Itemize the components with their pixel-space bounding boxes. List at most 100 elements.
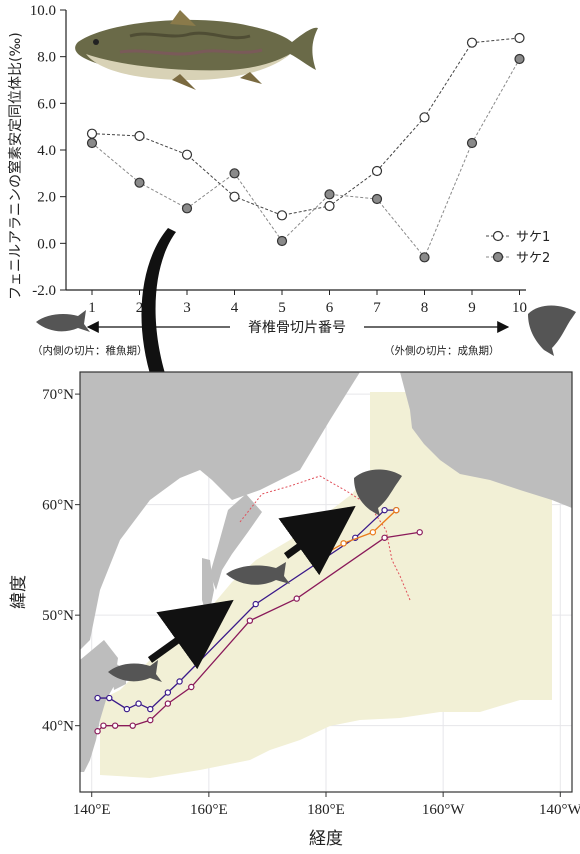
map-y-axis-label: 緯度 xyxy=(9,575,29,609)
ocean-map: 140°E 160°E 180°E 160°W 140°W 40°N 50°N 60°N 70… xyxy=(9,371,580,849)
track-point-2 xyxy=(147,716,154,724)
data-point-series-2 xyxy=(229,168,240,179)
data-point-series-1 xyxy=(86,128,98,139)
series-line-2 xyxy=(91,58,520,259)
x-annotation: 脊椎骨切片番号 （内側の切片：稚魚期） （外側の切片：成魚期） xyxy=(32,305,576,357)
legend-marker-1 xyxy=(492,230,504,242)
isotope-line-chart: -2.0 0.0 2.0 4.0 6.0 8.0 10.0 1 2 3 4 5 6 7 8 9 10 フェニル… xyxy=(7,3,576,357)
track-point-1 xyxy=(106,694,113,702)
x-tick-label: 5 xyxy=(278,300,286,316)
fish-icon-juvenile xyxy=(108,660,162,682)
migration-arrow-2 xyxy=(278,505,356,576)
land-kamchatka xyxy=(210,494,262,590)
track-point-2 xyxy=(416,529,423,536)
track-point-1 xyxy=(164,689,172,696)
data-point-series-1 xyxy=(514,32,525,44)
track-point-3 xyxy=(311,556,318,564)
y-tick-label: 0.0 xyxy=(37,236,56,252)
track-point-2 xyxy=(164,700,172,707)
land-asia xyxy=(80,372,360,650)
map-y-tick-label: 70°N xyxy=(42,387,74,403)
track-point-2 xyxy=(381,534,388,541)
data-point-series-1 xyxy=(276,210,288,221)
legend-marker-2 xyxy=(492,251,504,263)
track-point-1 xyxy=(135,700,142,707)
x-tick-labels: 1 2 3 4 5 6 7 8 9 10 xyxy=(88,290,527,316)
track-point-3 xyxy=(369,529,377,536)
map-x-tick-label: 140°W xyxy=(539,802,580,818)
map-x-axis-label: 経度 xyxy=(309,829,343,849)
data-point-series-1 xyxy=(419,112,430,123)
data-point-series-2 xyxy=(324,189,335,200)
map-y-tick-label: 50°N xyxy=(42,608,74,624)
track-point-1 xyxy=(381,506,388,514)
adult-fish-icon xyxy=(528,305,576,356)
track-point-1 xyxy=(252,600,259,608)
track-point-1 xyxy=(176,678,183,685)
track-point-2 xyxy=(111,722,119,729)
track-point-2 xyxy=(188,683,195,691)
track-point-1 xyxy=(123,705,131,713)
y-tick-labels: -2.0 0.0 2.0 4.0 6.0 8.0 10.0 xyxy=(30,3,66,299)
track-point-3 xyxy=(393,506,400,514)
map-x-tick-label: 180°E xyxy=(307,802,345,818)
track-point-2 xyxy=(246,617,254,624)
study-area xyxy=(100,392,552,778)
map-x-tick-label: 160°E xyxy=(190,802,228,818)
x-tick-label: 1 xyxy=(88,300,96,316)
track-point-2 xyxy=(129,722,136,729)
track-point-3 xyxy=(340,540,347,547)
map-y-tick-label: 60°N xyxy=(42,498,74,514)
data-point-series-2 xyxy=(134,177,145,188)
data-point-series-2 xyxy=(276,235,288,247)
x-tick-label: 6 xyxy=(326,300,334,316)
data-point-series-2 xyxy=(371,193,383,205)
migration-arrow-1 xyxy=(147,599,234,670)
x-axis-label: 脊椎骨切片番号 xyxy=(248,320,346,336)
x-tick-label: 8 xyxy=(421,300,429,316)
y-tick-label: -2.0 xyxy=(32,283,56,299)
data-point-series-2 xyxy=(466,137,478,149)
data-point-series-2 xyxy=(181,203,193,214)
map-y-tick-labels: 40°N 50°N 60°N 70°N xyxy=(42,387,80,735)
data-point-series-1 xyxy=(466,37,478,48)
track-point-1 xyxy=(147,705,154,713)
track-point-2 xyxy=(293,595,300,602)
y-tick-label: 10.0 xyxy=(30,3,56,19)
track-point-2 xyxy=(100,722,107,729)
series-marks xyxy=(86,32,525,263)
right-note: （外側の切片：成魚期） xyxy=(384,344,500,357)
data-point-series-1 xyxy=(324,200,335,212)
x-tick-label: 9 xyxy=(468,300,476,316)
legend-label-1: サケ1 xyxy=(516,230,550,245)
data-point-series-1 xyxy=(229,191,240,202)
fish-icon-adult xyxy=(354,469,402,516)
fish-icon-immature xyxy=(226,562,290,585)
x-tick-label: 3 xyxy=(183,300,191,316)
salmon-illustration xyxy=(75,10,318,90)
map-x-tick-label: 140°E xyxy=(73,802,111,818)
y-axis-label: フェニルアラニンの窒素安定同位体比(‰) xyxy=(7,32,24,300)
legend: サケ1 サケ2 xyxy=(486,230,550,266)
data-point-series-1 xyxy=(181,149,193,160)
track-point-2 xyxy=(94,728,101,735)
y-tick-label: 8.0 xyxy=(37,50,56,66)
x-tick-label: 4 xyxy=(231,300,239,316)
map-x-tick-labels: 140°E 160°E 180°E 160°W 140°W xyxy=(73,792,580,818)
y-tick-label: 6.0 xyxy=(37,96,56,112)
x-tick-label: 10 xyxy=(512,300,527,316)
track-dotted xyxy=(239,475,411,601)
series-line-1 xyxy=(91,37,520,216)
x-tick-label: 7 xyxy=(373,300,381,316)
data-point-series-2 xyxy=(86,137,98,149)
data-point-series-1 xyxy=(134,130,145,142)
data-point-series-2 xyxy=(419,252,430,263)
land-alaska xyxy=(400,372,572,508)
map-y-tick-label: 40°N xyxy=(42,719,74,735)
data-point-series-1 xyxy=(371,165,383,177)
track-point-1 xyxy=(94,694,101,702)
land-japan-coast xyxy=(80,640,118,772)
x-tick-label: 2 xyxy=(136,300,144,316)
map-x-tick-label: 160°W xyxy=(422,802,465,818)
